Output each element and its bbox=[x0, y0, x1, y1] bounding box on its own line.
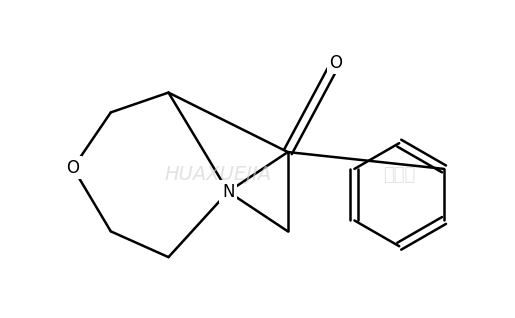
Text: HUAXUEJIA: HUAXUEJIA bbox=[165, 165, 272, 184]
Text: N: N bbox=[222, 183, 234, 201]
Text: O: O bbox=[329, 54, 342, 72]
Text: 化学加: 化学加 bbox=[383, 166, 416, 184]
Text: O: O bbox=[66, 159, 79, 177]
